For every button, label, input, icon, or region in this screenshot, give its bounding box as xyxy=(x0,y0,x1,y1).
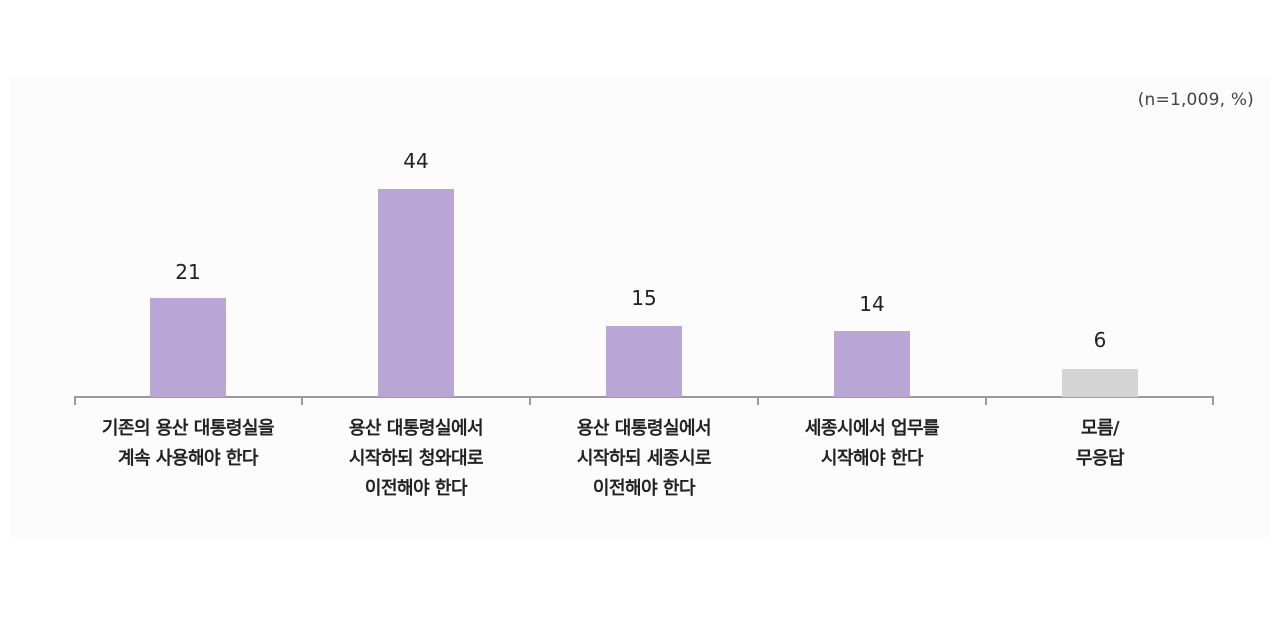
category-label-line: 모름/ xyxy=(1080,418,1120,439)
x-axis-tick xyxy=(1212,396,1214,405)
category-label-line: 용산 대통령실에서 xyxy=(576,418,712,439)
sample-size-note: (n=1,009, %) xyxy=(1137,90,1254,110)
category-label-line: 무응답 xyxy=(1075,448,1125,469)
category-label-line: 기존의 용산 대통령실을 xyxy=(101,418,275,439)
x-axis-tick xyxy=(74,396,76,405)
bar-value-label: 15 xyxy=(631,286,657,310)
category-label-line: 용산 대통령실에서 xyxy=(348,418,484,439)
category-label-line: 이전해야 한다 xyxy=(364,478,468,499)
x-axis-tick xyxy=(757,396,759,405)
category-label: 용산 대통령실에서 시작하되 세종시로 이전해야 한다 xyxy=(530,414,758,504)
bar-value-label: 44 xyxy=(403,149,429,173)
category-label-line: 시작하되 청와대로 xyxy=(348,448,484,469)
bar xyxy=(378,189,454,397)
category-label: 모름/ 무응답 xyxy=(986,414,1214,474)
bar xyxy=(150,298,226,397)
category-label-line: 시작하되 세종시로 xyxy=(576,448,712,469)
bar-value-label: 6 xyxy=(1093,328,1107,352)
category-label: 용산 대통령실에서 시작하되 청와대로 이전해야 한다 xyxy=(302,414,530,504)
category-label: 세종시에서 업무를 시작해야 한다 xyxy=(758,414,986,474)
x-axis-tick xyxy=(529,396,531,405)
bar xyxy=(606,326,682,397)
category-label: 기존의 용산 대통령실을 계속 사용해야 한다 xyxy=(74,414,302,474)
x-axis-tick xyxy=(301,396,303,405)
category-label-line: 세종시에서 업무를 xyxy=(804,418,940,439)
category-label-line: 시작해야 한다 xyxy=(820,448,924,469)
category-label-line: 계속 사용해야 한다 xyxy=(117,448,259,469)
bar-value-label: 14 xyxy=(859,292,885,316)
bar-value-label: 21 xyxy=(175,260,201,284)
bar xyxy=(834,331,910,397)
x-axis-line xyxy=(74,396,1214,398)
bar xyxy=(1062,369,1138,397)
x-axis-tick xyxy=(985,396,987,405)
category-label-line: 이전해야 한다 xyxy=(592,478,696,499)
